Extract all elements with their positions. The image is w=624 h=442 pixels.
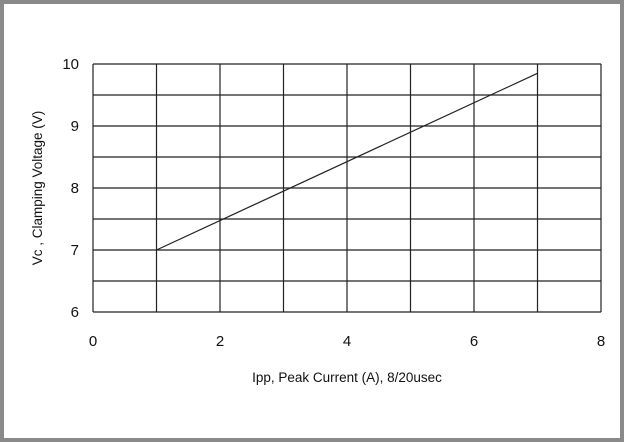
y-tick-label: 7	[71, 242, 79, 259]
x-tick-label: 2	[216, 333, 224, 350]
x-tick-labels: 0 2 4 6 8	[89, 333, 605, 350]
grid	[92, 63, 602, 313]
series-line-0	[156, 72, 538, 251]
y-tick-label: 9	[71, 118, 79, 135]
x-axis-label: Ipp, Peak Current (A), 8/20usec	[252, 370, 442, 385]
x-tick-label: 6	[470, 333, 478, 350]
series-layer	[156, 72, 538, 251]
y-tick-label: 10	[62, 56, 79, 73]
x-tick-label: 8	[597, 333, 605, 350]
x-tick-label: 4	[343, 333, 351, 350]
y-tick-label: 8	[71, 180, 79, 197]
y-tick-label: 6	[71, 304, 79, 321]
y-axis-label: Vc , Clamping Voltage (V)	[30, 111, 45, 266]
x-tick-label: 0	[89, 333, 97, 350]
y-tick-labels: 6 7 8 9 10	[62, 56, 79, 321]
